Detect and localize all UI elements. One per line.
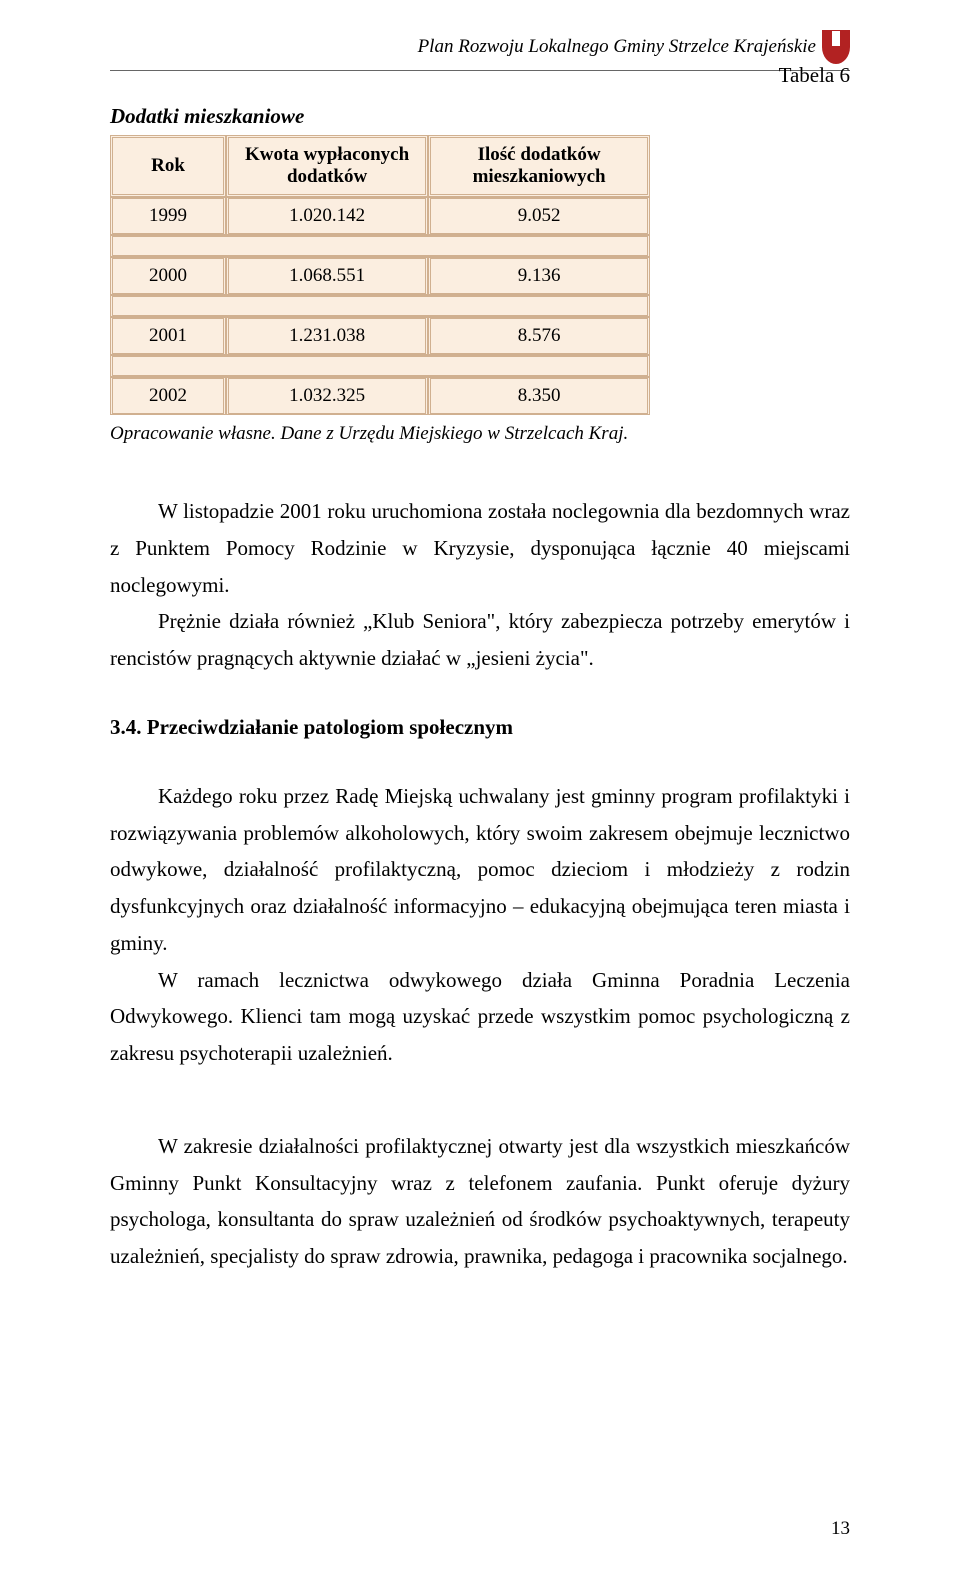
cell: 1.231.038 bbox=[226, 317, 428, 355]
paragraph: Każdego roku przez Radę Miejską uchwalan… bbox=[110, 778, 850, 962]
table-label: Tabela 6 bbox=[110, 63, 850, 88]
table-source: Opracowanie własne. Dane z Urzędu Miejsk… bbox=[110, 423, 850, 445]
col-header: Ilość dodatków mieszkaniowych bbox=[428, 135, 650, 197]
cell: 2000 bbox=[110, 257, 226, 295]
cell: 9.052 bbox=[428, 197, 650, 235]
cell: 1.032.325 bbox=[226, 377, 428, 415]
paragraph: Prężnie działa również „Klub Seniora", k… bbox=[110, 603, 850, 677]
cell: 9.136 bbox=[428, 257, 650, 295]
section-title: Dodatki mieszkaniowe bbox=[110, 104, 850, 129]
cell: 8.576 bbox=[428, 317, 650, 355]
cell: 2002 bbox=[110, 377, 226, 415]
subsection-heading: 3.4. Przeciwdziałanie patologiom społecz… bbox=[110, 715, 850, 740]
paragraph: W zakresie działalności profilaktycznej … bbox=[110, 1128, 850, 1275]
table-header-row: Rok Kwota wypłaconych dodatków Ilość dod… bbox=[110, 135, 650, 197]
cell: 1.068.551 bbox=[226, 257, 428, 295]
header-title: Plan Rozwoju Lokalnego Gminy Strzelce Kr… bbox=[418, 36, 816, 58]
table-row: 2000 1.068.551 9.136 bbox=[110, 257, 650, 295]
table-row: 2001 1.231.038 8.576 bbox=[110, 317, 650, 355]
table-row: 2002 1.032.325 8.350 bbox=[110, 377, 650, 415]
page-number: 13 bbox=[831, 1518, 850, 1540]
cell: 2001 bbox=[110, 317, 226, 355]
paragraph: W ramach lecznictwa odwykowego działa Gm… bbox=[110, 962, 850, 1072]
cell: 1.020.142 bbox=[226, 197, 428, 235]
data-table: Rok Kwota wypłaconych dodatków Ilość dod… bbox=[110, 135, 650, 415]
crest-icon bbox=[822, 30, 850, 64]
col-header: Kwota wypłaconych dodatków bbox=[226, 135, 428, 197]
cell: 1999 bbox=[110, 197, 226, 235]
table-row: 1999 1.020.142 9.052 bbox=[110, 197, 650, 235]
paragraph: W listopadzie 2001 roku uruchomiona zost… bbox=[110, 493, 850, 603]
cell: 8.350 bbox=[428, 377, 650, 415]
col-header: Rok bbox=[110, 135, 226, 197]
